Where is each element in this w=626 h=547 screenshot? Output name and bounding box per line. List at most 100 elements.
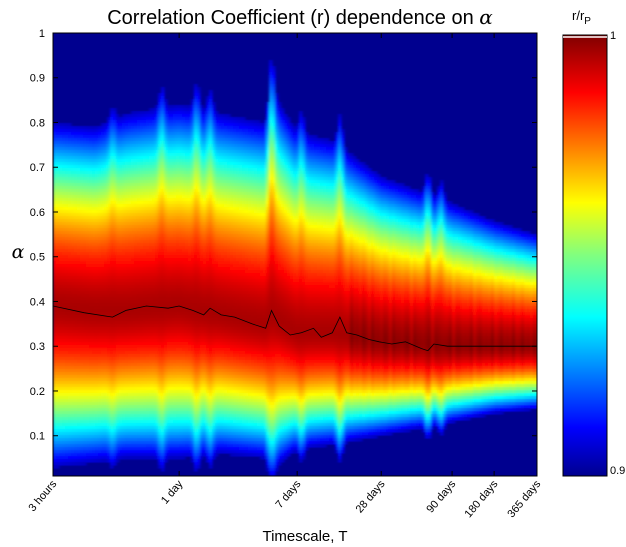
heatmap-cell — [89, 438, 93, 442]
heatmap-cell — [71, 423, 75, 427]
heatmap-cell — [89, 375, 93, 379]
heatmap-cell — [110, 378, 114, 382]
heatmap-cell — [92, 291, 96, 295]
heatmap-cell — [128, 438, 132, 442]
heatmap-cell — [137, 336, 141, 340]
heatmap-cell — [119, 186, 123, 190]
heatmap-cell — [119, 225, 123, 229]
heatmap-cell — [113, 111, 117, 115]
heatmap-cell — [119, 306, 123, 310]
heatmap-cell — [119, 363, 123, 367]
heatmap-cell — [113, 210, 117, 214]
heatmap-cell — [101, 156, 105, 160]
heatmap-cell — [68, 435, 72, 439]
heatmap-cell — [140, 246, 144, 250]
heatmap-cell — [86, 246, 90, 250]
heatmap-cell — [137, 345, 141, 349]
heatmap-cell — [86, 420, 90, 424]
heatmap-cell — [68, 411, 72, 415]
heatmap-cell — [119, 183, 123, 187]
heatmap-cell — [134, 405, 138, 409]
heatmap-cell — [86, 219, 90, 223]
heatmap-cell — [104, 405, 108, 409]
heatmap-cell — [74, 342, 78, 346]
heatmap-cell — [104, 141, 108, 145]
heatmap-cell — [65, 255, 69, 259]
heatmap-cell — [107, 417, 111, 421]
heatmap-cell — [101, 180, 105, 184]
heatmap-cell — [80, 339, 84, 343]
heatmap-cell — [92, 426, 96, 430]
heatmap-cell — [95, 441, 99, 445]
heatmap-cell — [74, 411, 78, 415]
heatmap-cell — [56, 222, 60, 226]
heatmap-cell — [92, 402, 96, 406]
heatmap-cell — [122, 420, 126, 424]
heatmap-cell — [83, 432, 87, 436]
heatmap-cell — [83, 396, 87, 400]
heatmap-cell — [80, 162, 84, 166]
heatmap-cell — [80, 303, 84, 307]
heatmap-cell — [71, 426, 75, 430]
heatmap-cell — [113, 144, 117, 148]
heatmap-cell — [92, 216, 96, 220]
heatmap-cell — [113, 348, 117, 352]
heatmap-cell — [98, 225, 102, 229]
heatmap-cell — [68, 123, 72, 127]
heatmap-cell — [137, 258, 141, 262]
heatmap-cell — [113, 450, 117, 454]
heatmap-cell — [104, 198, 108, 202]
heatmap-cell — [143, 123, 147, 127]
heatmap-cell — [92, 312, 96, 316]
heatmap-cell — [71, 198, 75, 202]
heatmap-cell — [134, 318, 138, 322]
heatmap-cell — [104, 441, 108, 445]
heatmap-cell — [77, 420, 81, 424]
heatmap-cell — [89, 225, 93, 229]
heatmap-cell — [98, 447, 102, 451]
heatmap-cell — [65, 354, 69, 358]
heatmap-cell — [95, 168, 99, 172]
heatmap-cell — [71, 183, 75, 187]
heatmap-cell — [137, 321, 141, 325]
heatmap-cell — [53, 339, 57, 343]
heatmap-cell — [65, 300, 69, 304]
heatmap-cell — [83, 312, 87, 316]
heatmap-cell — [134, 159, 138, 163]
heatmap-cell — [65, 240, 69, 244]
heatmap-cell — [143, 336, 147, 340]
heatmap-cell — [137, 333, 141, 337]
heatmap-cell — [71, 360, 75, 364]
heatmap-cell — [68, 243, 72, 247]
heatmap-cell — [131, 408, 135, 412]
heatmap-cell — [125, 153, 129, 157]
heatmap-cell — [122, 234, 126, 238]
heatmap-cell — [128, 144, 132, 148]
heatmap-cell — [116, 183, 120, 187]
heatmap-cell — [107, 387, 111, 391]
heatmap-cell — [62, 366, 66, 370]
heatmap-cell — [110, 366, 114, 370]
heatmap-cell — [143, 456, 147, 460]
heatmap-cell — [89, 177, 93, 181]
heatmap-cell — [53, 303, 57, 307]
heatmap-cell — [125, 414, 129, 418]
heatmap-cell — [110, 402, 114, 406]
heatmap-cell — [113, 165, 117, 169]
heatmap-cell — [131, 222, 135, 226]
heatmap-cell — [74, 432, 78, 436]
heatmap-cell — [95, 135, 99, 139]
heatmap-cell — [122, 171, 126, 175]
heatmap-cell — [77, 363, 81, 367]
heatmap-cell — [101, 306, 105, 310]
heatmap-cell — [131, 312, 135, 316]
heatmap-cell — [140, 141, 144, 145]
heatmap-cell — [143, 111, 147, 115]
heatmap-cell — [107, 333, 111, 337]
heatmap-cell — [125, 225, 129, 229]
heatmap-cell — [128, 381, 132, 385]
heatmap-cell — [62, 297, 66, 301]
heatmap-cell — [137, 141, 141, 145]
heatmap-cell — [65, 165, 69, 169]
heatmap-cell — [86, 231, 90, 235]
